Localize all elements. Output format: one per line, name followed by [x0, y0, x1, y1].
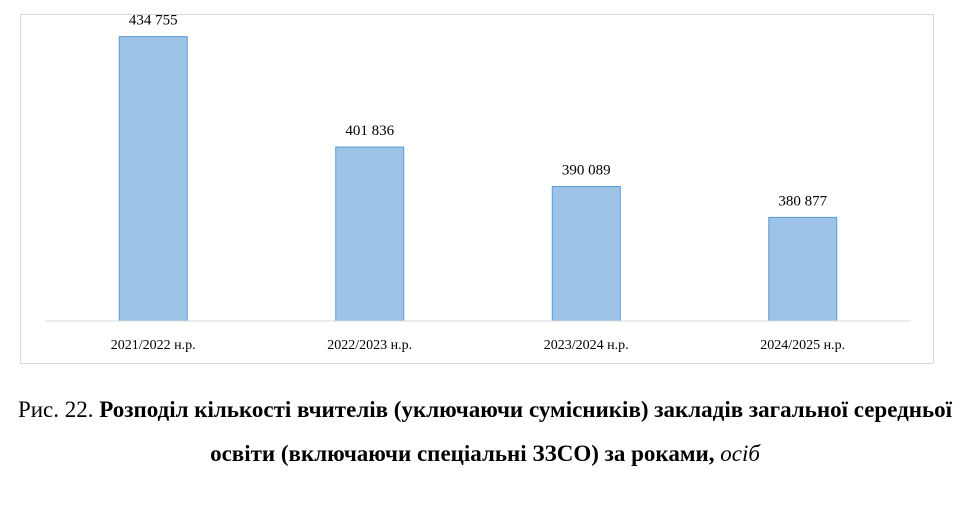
- data-label-1: 434 755: [129, 15, 178, 29]
- x-tick-label-1: 2021/2022 н.р.: [111, 338, 196, 353]
- x-tick-label-4: 2024/2025 н.р.: [760, 338, 845, 353]
- data-label-3: 390 089: [562, 162, 611, 178]
- caption-prefix: Рис. 22.: [17, 397, 100, 422]
- figure-caption: Рис. 22. Розподіл кількості вчителів (ук…: [0, 388, 970, 476]
- caption-unit: осіб: [720, 441, 760, 466]
- bar-4: [768, 216, 838, 322]
- x-tick-label-2: 2022/2023 н.р.: [327, 338, 412, 353]
- bar-1: [118, 36, 188, 322]
- data-label-2: 401 836: [345, 123, 394, 139]
- x-tick-label-3: 2023/2024 н.р.: [544, 338, 629, 353]
- data-label-4: 380 877: [778, 193, 827, 209]
- ticks-layer: 2021/2022 н.р. 2022/2023 н.р. 2023/2024 н.…: [111, 338, 845, 353]
- caption-title: Розподіл кількості вчителів (уключаючи с…: [99, 397, 953, 466]
- bar-chart: 434 755 401 836 390 089 380 877 2021/2022 н…: [45, 15, 911, 353]
- bar-3: [551, 185, 621, 322]
- bar-2: [335, 146, 405, 322]
- bars-layer: [118, 36, 838, 322]
- chart-frame: 434 755 401 836 390 089 380 877 2021/2022 н…: [20, 14, 934, 364]
- labels-layer: 434 755 401 836 390 089 380 877: [129, 15, 828, 209]
